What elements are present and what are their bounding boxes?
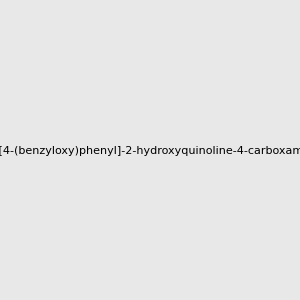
- Text: N-[4-(benzyloxy)phenyl]-2-hydroxyquinoline-4-carboxamide: N-[4-(benzyloxy)phenyl]-2-hydroxyquinoli…: [0, 146, 300, 157]
